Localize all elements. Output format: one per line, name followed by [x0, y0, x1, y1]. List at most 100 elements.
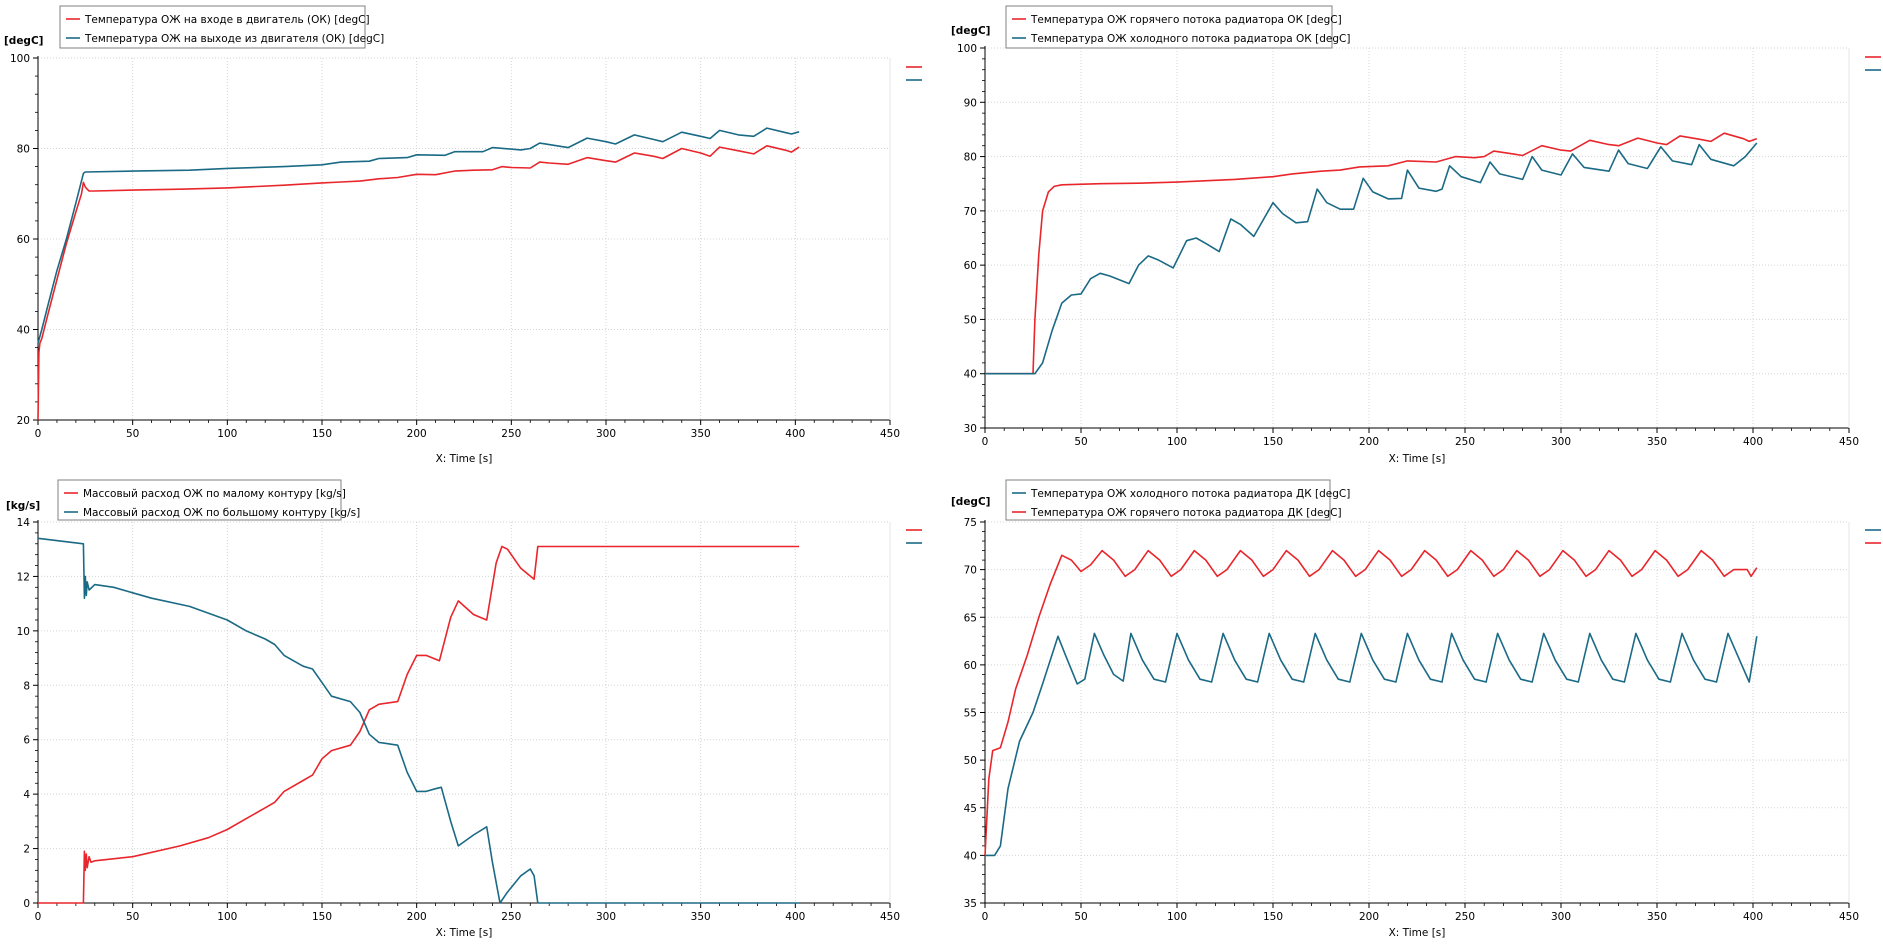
legend-box: [59, 5, 366, 49]
y-tick-label: 40: [964, 369, 977, 381]
y-unit-label: [degC]: [951, 25, 990, 37]
x-tick-label: 250: [501, 428, 521, 440]
x-tick-label: 150: [312, 911, 332, 923]
y-tick-label: 90: [964, 97, 977, 109]
series-line-2: [37, 537, 800, 904]
y-tick-label: 14: [17, 517, 31, 529]
legend-entry: Температура ОЖ горячего потока радиатора…: [1030, 507, 1342, 519]
series-line-1: [985, 632, 1758, 857]
y-tick-label: 60: [17, 234, 30, 246]
y-tick-label: 45: [964, 803, 977, 815]
chart-3: 0 50 100 150 200 250 300 350 400 450 0 2 4 6 8 10 12 14 [k…: [6, 479, 922, 939]
series-line-1: [37, 145, 800, 421]
x-tick-label: 200: [1359, 911, 1379, 923]
x-tick-label: 50: [1074, 436, 1087, 448]
x-axis-label: X: Time [s]: [1389, 453, 1446, 465]
x-tick-label: 150: [1263, 911, 1283, 923]
x-tick-label: 200: [407, 911, 427, 923]
x-axis-label: X: Time [s]: [1389, 927, 1446, 939]
y-unit-label: [kg/s]: [6, 500, 40, 512]
x-tick-label: 300: [596, 428, 616, 440]
y-tick-label: 40: [964, 850, 977, 862]
y-tick-label: 8: [23, 680, 30, 692]
x-tick-label: 0: [35, 428, 42, 440]
y-tick-label: 12: [17, 571, 30, 583]
y-tick-label: 75: [964, 517, 977, 529]
x-tick-label: 250: [501, 911, 521, 923]
y-tick-label: 60: [964, 260, 977, 272]
y-tick-label: 4: [23, 789, 30, 801]
y-tick-label: 0: [23, 898, 30, 910]
x-tick-label: 300: [596, 911, 616, 923]
x-tick-label: 350: [1647, 436, 1667, 448]
legend: Температура ОЖ на входе в двигатель (ОК)…: [59, 5, 384, 49]
y-tick-label: 30: [964, 423, 977, 435]
x-tick-label: 150: [312, 428, 332, 440]
y-tick-label: 60: [964, 660, 977, 672]
x-tick-label: 450: [1839, 436, 1859, 448]
chart-4: 0 50 100 150 200 250 300 350 400 450 35 40 45 50 55 60 6…: [951, 479, 1881, 939]
series-line-1: [38, 545, 800, 904]
series-line-2: [984, 549, 1758, 856]
x-tick-label: 50: [126, 911, 139, 923]
x-tick-label: 450: [1839, 911, 1859, 923]
x-tick-label: 50: [126, 428, 139, 440]
y-tick-label: 70: [964, 565, 977, 577]
y-tick-label: 20: [17, 415, 30, 427]
x-tick-label: 350: [691, 911, 711, 923]
y-tick-label: 35: [964, 898, 977, 910]
legend-entry: Температура ОЖ горячего потока радиатора…: [1030, 14, 1342, 26]
y-tick-label: 65: [964, 612, 977, 624]
x-tick-label: 0: [982, 436, 989, 448]
x-axis-label: X: Time [s]: [436, 453, 493, 465]
legend-entry: Температура ОЖ на входе в двигатель (ОК)…: [84, 14, 370, 26]
y-tick-label: 40: [17, 325, 30, 337]
x-tick-label: 400: [785, 428, 805, 440]
y-tick-label: 100: [957, 43, 977, 55]
x-tick-label: 100: [1167, 436, 1187, 448]
y-tick-label: 50: [964, 314, 977, 326]
legend-entry: Массовый расход ОЖ по большому контуру […: [83, 507, 360, 519]
y-tick-label: 80: [964, 152, 977, 164]
legend-box: [1005, 5, 1333, 49]
x-tick-label: 250: [1455, 911, 1475, 923]
x-tick-label: 0: [982, 911, 989, 923]
x-tick-label: 150: [1263, 436, 1283, 448]
x-tick-label: 300: [1551, 436, 1571, 448]
y-tick-label: 100: [10, 53, 30, 65]
y-tick-label: 2: [23, 844, 30, 856]
x-tick-label: 250: [1455, 436, 1475, 448]
x-tick-label: 100: [1167, 911, 1187, 923]
series-line-2: [37, 127, 800, 344]
series-line-2: [985, 142, 1758, 375]
x-tick-label: 200: [1359, 436, 1379, 448]
y-tick-label: 55: [964, 708, 977, 720]
legend-entry: Температура ОЖ на выходе из двигателя (О…: [84, 33, 384, 45]
y-tick-label: 50: [964, 755, 977, 767]
x-tick-label: 50: [1074, 911, 1087, 923]
x-tick-label: 450: [880, 428, 900, 440]
chart-2: 0 50 100 150 200 250 300 350 400 450 30 40 50 60 70 80 9…: [951, 5, 1881, 465]
x-tick-label: 400: [1743, 911, 1763, 923]
legend-entry: Температура ОЖ холодного потока радиатор…: [1030, 33, 1350, 45]
legend-entry: Массовый расход ОЖ по малому контуру [kg…: [83, 488, 346, 500]
y-tick-label: 6: [23, 735, 30, 747]
y-tick-label: 10: [17, 626, 30, 638]
x-tick-label: 0: [35, 911, 42, 923]
chart-1: 0 50 100 150 200 250 300 350 400 450 20 40 60 80 100 [d…: [4, 5, 922, 465]
x-axis-label: X: Time [s]: [436, 927, 493, 939]
y-tick-label: 70: [964, 206, 977, 218]
legend-box: [57, 479, 342, 521]
x-tick-label: 350: [691, 428, 711, 440]
x-tick-label: 350: [1647, 911, 1667, 923]
y-unit-label: [degC]: [951, 496, 990, 508]
x-tick-label: 200: [407, 428, 427, 440]
legend: Температура ОЖ холодного потока радиатор…: [1005, 479, 1350, 521]
legend: Массовый расход ОЖ по малому контуру [kg…: [57, 479, 360, 521]
x-tick-label: 100: [217, 428, 237, 440]
x-tick-label: 300: [1551, 911, 1571, 923]
x-tick-label: 400: [1743, 436, 1763, 448]
y-tick-label: 80: [17, 144, 30, 156]
legend: Температура ОЖ горячего потока радиатора…: [1005, 5, 1350, 49]
